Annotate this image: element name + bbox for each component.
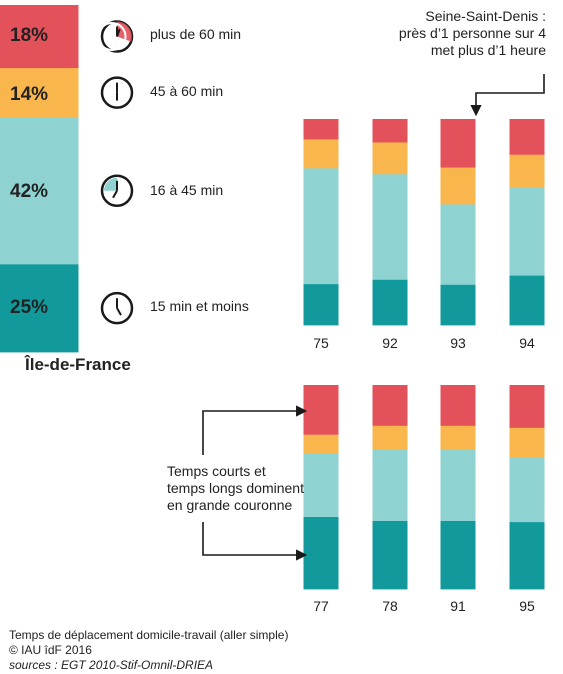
bar-segment-78-16_45 (372, 449, 408, 522)
clock-icon (97, 20, 134, 53)
bar-segment-75-15_less (303, 284, 339, 326)
bar-segment-Île-de-France-16_45 (0, 117, 79, 265)
bar-segment-94-over_60 (509, 119, 545, 156)
bar-segment-Île-de-France-15_less (0, 264, 79, 353)
bar-segment-91-45_60 (440, 425, 476, 450)
bar-segment-94-45_60 (509, 154, 545, 188)
bar-segment-92-15_less (372, 279, 408, 326)
clock-icon (100, 174, 134, 208)
bar-segment-78-over_60 (372, 385, 408, 427)
annotation-gc-line-2: temps longs dominent (167, 480, 304, 496)
bar-segment-95-over_60 (509, 385, 545, 429)
annotation-ssd-line-3: met plus d’1 heure (430, 42, 546, 58)
bar-segment-95-45_60 (509, 427, 545, 458)
arrow-to-93 (470, 74, 545, 117)
pct-16-45: 42% (10, 181, 49, 202)
pct-15-less: 25% (10, 297, 49, 318)
pct-over-60: 18% (10, 25, 49, 46)
bar-segment-75-45_60 (303, 139, 339, 169)
arrow-down-grande-couronne (202, 522, 308, 561)
bar-segment-92-16_45 (372, 174, 408, 281)
bar-segment-78-45_60 (372, 425, 408, 450)
bar-segment-77-15_less (303, 517, 339, 590)
bar-segment-95-16_45 (509, 457, 545, 523)
bar-segment-75-16_45 (303, 168, 339, 285)
annotation-ssd-line-1: Seine-Saint-Denis : (425, 8, 546, 24)
annotation-ssd-line-2: près d’1 personne sur 4 (398, 25, 546, 41)
bar-segment-94-16_45 (509, 187, 545, 277)
pct-45-60: 14% (10, 84, 49, 105)
bar-segment-Île-de-France-45_60 (0, 68, 79, 118)
legend-label-45-60: 45 à 60 min (150, 83, 224, 99)
idf-bar-label: Île-de-France (25, 355, 131, 374)
bar-segment-77-over_60 (303, 385, 339, 436)
bar-segment-93-45_60 (440, 167, 476, 205)
bar-segment-78-15_less (372, 521, 408, 590)
footer-copyright: © IAU îdF 2016 (9, 643, 92, 657)
x-tick-label-93: 93 (450, 335, 466, 351)
footer-title: Temps de déplacement domicile-travail (a… (9, 628, 289, 642)
legend-label-16-45: 16 à 45 min (150, 182, 224, 198)
bar-segment-93-15_less (440, 284, 476, 326)
x-tick-label-95: 95 (519, 598, 535, 614)
x-tick-label-94: 94 (519, 335, 535, 351)
bar-segment-91-over_60 (440, 385, 476, 427)
x-tick-label-92: 92 (382, 335, 398, 351)
bar-segment-94-15_less (509, 275, 545, 326)
bar-segment-93-16_45 (440, 204, 476, 286)
annotation-gc-line-1: Temps courts et (167, 463, 266, 479)
annotation-seine-saint-denis: Seine-Saint-Denis : près d’1 personne su… (399, 8, 546, 59)
legend-label-15-less: 15 min et moins (150, 298, 249, 314)
bar-segment-91-15_less (440, 521, 476, 590)
clock-icon (100, 76, 134, 109)
bar-segment-92-45_60 (372, 142, 408, 175)
bar-segment-Île-de-France-over_60 (0, 5, 79, 69)
arrow-up-grande-couronne (202, 405, 308, 455)
annotation-gc-line-3: en grande couronne (167, 497, 293, 513)
bar-segment-95-15_less (509, 522, 545, 590)
bar-segment-77-16_45 (303, 453, 339, 518)
footer-sources: sources : EGT 2010-Stif-Omnil-DRIEA (9, 658, 214, 672)
bar-segment-91-16_45 (440, 449, 476, 522)
x-tick-label-77: 77 (313, 598, 329, 614)
x-tick-label-78: 78 (382, 598, 398, 614)
annotation-grande-couronne: Temps courts et temps longs dominent en … (167, 463, 304, 514)
legend-label-over-60: plus de 60 min (150, 26, 242, 42)
x-tick-label-91: 91 (450, 598, 466, 614)
clock-icon (100, 291, 134, 325)
bar-segment-93-over_60 (440, 119, 476, 168)
bar-segment-77-45_60 (303, 434, 339, 454)
x-tick-label-75: 75 (313, 335, 329, 351)
bar-segment-92-over_60 (372, 119, 408, 143)
bar-segment-75-over_60 (303, 119, 339, 140)
